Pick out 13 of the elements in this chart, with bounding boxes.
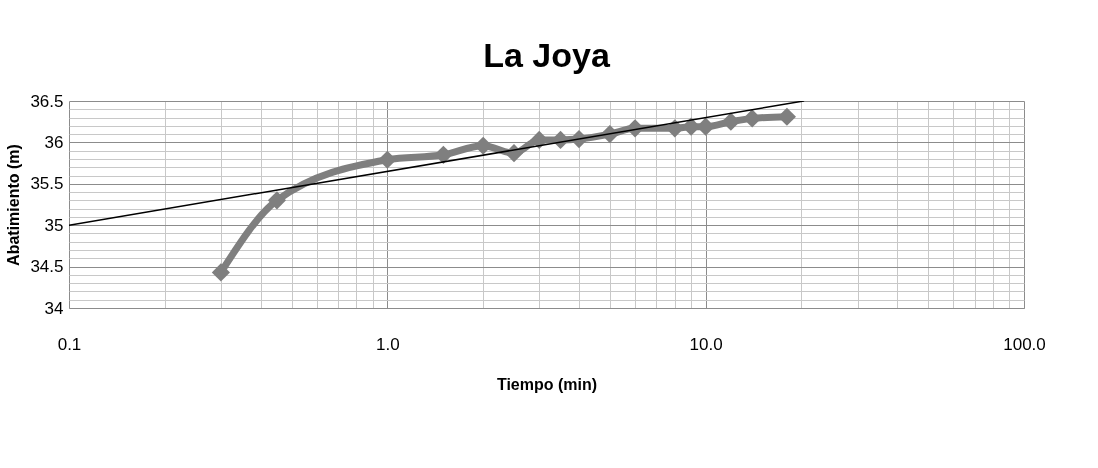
x-tick-label: 0.1 xyxy=(57,334,82,354)
y-tick-label: 34 xyxy=(44,298,64,318)
y-tick-label: 35.5 xyxy=(30,174,64,194)
y-tick-label: 36.5 xyxy=(30,91,64,111)
y-axis-title: Abatimiento (m) xyxy=(5,144,23,266)
y-tick-label: 35 xyxy=(44,215,64,235)
x-tick-label: 10.0 xyxy=(689,334,723,354)
x-axis-title: Tiempo (min) xyxy=(496,375,598,393)
x-tick-label: 100.0 xyxy=(1003,334,1046,354)
chart-title: La Joya xyxy=(483,36,611,74)
y-tick-label: 36 xyxy=(44,132,64,152)
x-tick-label: 1.0 xyxy=(376,334,400,354)
y-tick-label: 34.5 xyxy=(30,257,64,277)
